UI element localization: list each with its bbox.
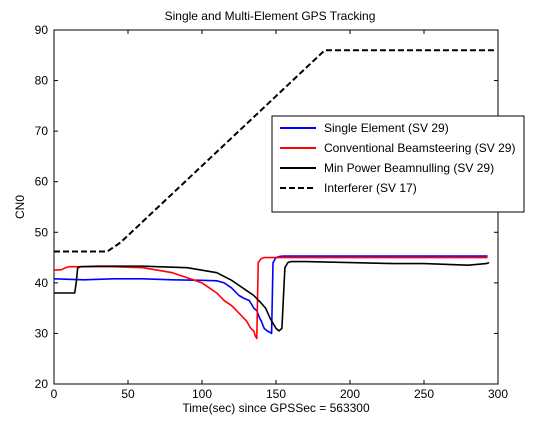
y-tick-label: 70 [35, 124, 49, 138]
series-line-3 [54, 260, 490, 332]
series-line-1 [53, 255, 488, 335]
y-tick-label: 60 [35, 175, 49, 189]
ticks-layer: 0 50 100 150 200 250 300 20 30 40 50 60 70 80 90 [35, 23, 509, 401]
y-tick-label: 80 [35, 74, 49, 88]
x-tick-label: 300 [488, 387, 508, 401]
legend-label-1: Single Element (SV 29) [324, 121, 449, 135]
legend: Single Element (SV 29) Conventional Beams… [271, 115, 525, 213]
y-tick-label: 90 [35, 23, 49, 37]
legend-box [271, 115, 525, 213]
y-tick-label: 30 [35, 326, 49, 340]
x-tick-label: 250 [414, 387, 434, 401]
x-tick-label: 200 [340, 387, 360, 401]
legend-label-2: Conventional Beamsteering (SV 29) [324, 141, 515, 155]
x-tick-label: 50 [121, 387, 135, 401]
y-tick-label: 40 [35, 276, 49, 290]
y-tick-label: 50 [35, 225, 49, 239]
x-tick-label: 0 [51, 387, 58, 401]
legend-label-4: Interferer (SV 17) [324, 181, 417, 195]
y-axis-label: CN0 [13, 195, 27, 219]
x-tick-label: 100 [192, 387, 212, 401]
y-tick-label: 20 [35, 377, 49, 391]
series-layer [53, 49, 495, 340]
x-tick-label: 150 [266, 387, 286, 401]
series-line-4 [54, 49, 495, 253]
x-axis-label: Time(sec) since GPSSec = 563300 [182, 401, 370, 415]
legend-label-3: Min Power Beamnulling (SV 29) [324, 161, 494, 175]
chart-title: Single and Multi-Element GPS Tracking [165, 9, 376, 23]
